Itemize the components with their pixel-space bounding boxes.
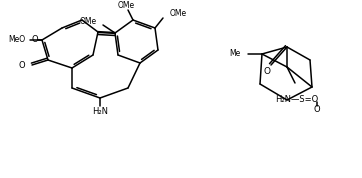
Text: O: O: [18, 61, 25, 69]
Text: Me: Me: [229, 49, 240, 59]
Text: OMe: OMe: [170, 9, 187, 19]
Text: O: O: [31, 35, 38, 44]
Text: OMe: OMe: [117, 1, 135, 11]
Text: OMe: OMe: [80, 17, 97, 25]
Text: H₂N—S=O: H₂N—S=O: [275, 95, 319, 103]
Text: H₂N: H₂N: [92, 108, 108, 116]
Text: O: O: [314, 104, 320, 114]
Text: MeO: MeO: [8, 35, 25, 44]
Text: O: O: [264, 67, 270, 75]
